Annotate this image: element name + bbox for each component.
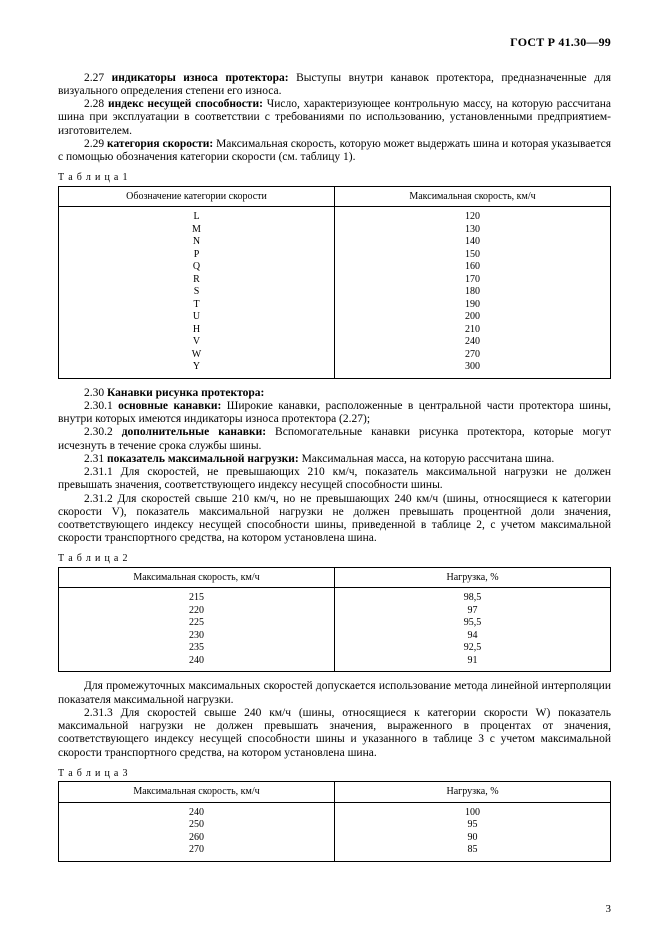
term-label: показатель максимальной нагрузки: xyxy=(107,453,299,465)
para-2-31-2: 2.31.2 Для скоростей свыше 210 км/ч, но … xyxy=(58,493,611,546)
para-2-30: 2.30 Канавки рисунка протектора: xyxy=(58,387,611,400)
term-label: дополнительные канавки: xyxy=(122,426,266,438)
clause-number: 2.28 xyxy=(84,98,108,110)
clause-number: 2.30.1 xyxy=(84,400,118,412)
table1-col1-header: Обозначение категории скорости xyxy=(59,186,335,207)
table2-col2-body: 98,59795,59492,591 xyxy=(335,588,611,672)
table1-col1-body: LMNPQRSTUHVWY xyxy=(59,207,335,379)
table1-caption: Т а б л и ц а 1 xyxy=(58,172,611,184)
table3-col2-header: Нагрузка, % xyxy=(335,782,611,803)
clause-number: 2.31 xyxy=(84,453,107,465)
document-header: ГОСТ Р 41.30—99 xyxy=(58,36,611,50)
clause-number: 2.30.2 xyxy=(84,426,122,438)
table1-col2-header: Максимальная скорость, км/ч xyxy=(335,186,611,207)
table3: Максимальная скорость, км/ч Нагрузка, % … xyxy=(58,781,611,862)
para-2-27: 2.27 индикаторы износа протектора: Высту… xyxy=(58,72,611,98)
table2-col1-header: Максимальная скорость, км/ч xyxy=(59,567,335,588)
table3-col1-body: 240250260270 xyxy=(59,802,335,861)
para-2-31-3: 2.31.3 Для скоростей свыше 240 км/ч (шин… xyxy=(58,707,611,760)
table3-col2-body: 100959085 xyxy=(335,802,611,861)
term-label: индикаторы износа протектора: xyxy=(112,72,289,84)
table2: Максимальная скорость, км/ч Нагрузка, % … xyxy=(58,567,611,673)
page: ГОСТ Р 41.30—99 2.27 индикаторы износа п… xyxy=(0,0,661,936)
term-label: основные канавки: xyxy=(118,400,221,412)
para-2-29: 2.29 категория скорости: Максимальная ск… xyxy=(58,138,611,164)
table3-col1-header: Максимальная скорость, км/ч xyxy=(59,782,335,803)
page-number: 3 xyxy=(606,903,612,916)
para-after-table2: Для промежуточных максимальных скоростей… xyxy=(58,680,611,706)
table3-caption: Т а б л и ц а 3 xyxy=(58,768,611,780)
table2-caption: Т а б л и ц а 2 xyxy=(58,553,611,565)
table1: Обозначение категории скорости Максималь… xyxy=(58,186,611,379)
para-2-30-2: 2.30.2 дополнительные канавки: Вспомогат… xyxy=(58,426,611,452)
table2-col1-body: 215220225230235240 xyxy=(59,588,335,672)
clause-number: 2.29 xyxy=(84,138,107,150)
para-2-28: 2.28 индекс несущей способности: Число, … xyxy=(58,98,611,138)
term-label: индекс несущей способности: xyxy=(108,98,263,110)
table2-col2-header: Нагрузка, % xyxy=(335,567,611,588)
term-label: Канавки рисунка протектора: xyxy=(107,387,264,399)
clause-number: 2.30 xyxy=(84,387,107,399)
table1-col2-body: 120130140150160170180190200210240270300 xyxy=(335,207,611,379)
para-2-30-1: 2.30.1 основные канавки: Широкие канавки… xyxy=(58,400,611,426)
clause-text: Максимальная масса, на которую рассчитан… xyxy=(299,453,555,465)
para-2-31: 2.31 показатель максимальной нагрузки: М… xyxy=(58,453,611,466)
term-label: категория скорости: xyxy=(107,138,213,150)
clause-number: 2.27 xyxy=(84,72,112,84)
para-2-31-1: 2.31.1 Для скоростей, не превышающих 210… xyxy=(58,466,611,492)
